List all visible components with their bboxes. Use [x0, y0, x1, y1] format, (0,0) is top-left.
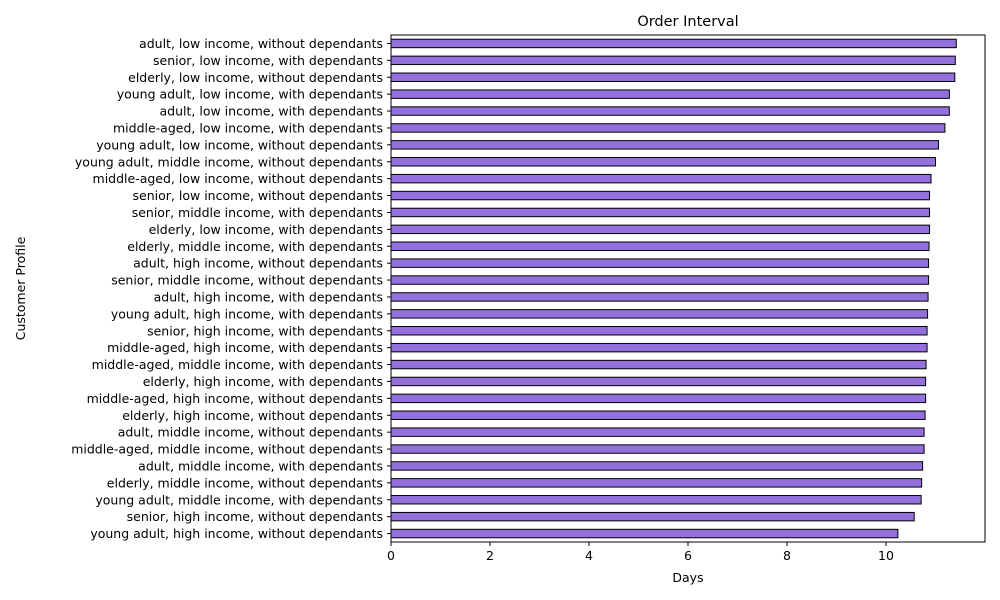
y-tick-label: adult, low income, with dependants — [160, 104, 383, 119]
bar — [390, 444, 925, 454]
y-tick-label: adult, middle income, without dependants — [118, 425, 383, 440]
y-tick-label: elderly, middle income, with dependants — [127, 239, 383, 254]
y-tick-label: middle-aged, high income, with dependant… — [107, 340, 383, 355]
y-tick-label: middle-aged, low income, without dependa… — [93, 171, 383, 186]
bar — [390, 342, 928, 353]
y-tick-label: elderly, high income, with dependants — [143, 374, 383, 389]
bar — [390, 359, 927, 370]
bar — [390, 123, 946, 133]
bar — [390, 258, 930, 268]
bar — [390, 89, 950, 99]
y-axis-title: Customer Profile — [13, 236, 28, 340]
y-tick-label: middle-aged, middle income, with dependa… — [92, 357, 383, 372]
bar — [390, 393, 927, 404]
bar — [390, 140, 939, 150]
bars-layer — [390, 38, 957, 539]
bar — [390, 173, 932, 184]
y-tick-label: senior, low income, with dependants — [153, 53, 383, 68]
bar — [390, 275, 930, 285]
bar — [390, 427, 925, 437]
bar — [390, 528, 899, 539]
y-tick-label: young adult, low income, without dependa… — [96, 137, 383, 152]
y-tick-label: middle-aged, low income, with dependants — [113, 120, 383, 135]
x-tick-label: 6 — [684, 548, 692, 563]
bar — [390, 511, 915, 522]
y-tick-label: young adult, middle income, with dependa… — [95, 492, 383, 507]
bar — [390, 55, 956, 66]
bar — [390, 106, 950, 116]
y-tick-label: young adult, low income, with dependants — [117, 87, 383, 102]
bar — [390, 241, 930, 251]
y-tick-label: elderly, high income, without dependants — [122, 408, 383, 423]
y-tick-label: young adult, middle income, without depe… — [75, 154, 383, 169]
bar — [390, 157, 936, 167]
bar — [390, 478, 923, 488]
x-tick-label: 4 — [585, 548, 593, 563]
x-tick-label: 8 — [783, 548, 791, 563]
y-tick-label: young adult, high income, without depend… — [90, 526, 383, 541]
y-tick-label: middle-aged, high income, without depend… — [87, 391, 383, 406]
bar — [390, 309, 929, 319]
y-tick-label: young adult, high income, with dependant… — [111, 306, 383, 321]
y-tick-label: senior, high income, without dependants — [127, 509, 383, 524]
x-tick-label: 0 — [387, 548, 395, 563]
y-tick-label: senior, middle income, without dependant… — [111, 273, 383, 288]
x-tick-label: 10 — [878, 548, 894, 563]
chart-title: Order Interval — [637, 14, 738, 30]
bar — [390, 190, 931, 201]
y-tick-label: adult, high income, without dependants — [133, 256, 383, 271]
y-tick-label: elderly, low income, without dependants — [128, 70, 383, 85]
bar — [390, 495, 922, 505]
bar — [390, 326, 928, 336]
y-tick-label: elderly, middle income, without dependan… — [107, 475, 383, 490]
bar — [390, 410, 926, 420]
bar — [390, 72, 956, 82]
x-tick-label: 2 — [486, 548, 494, 563]
y-tick-label: adult, high income, with dependants — [154, 289, 383, 304]
bar — [390, 461, 924, 471]
bar — [390, 292, 929, 302]
bar — [390, 38, 957, 49]
bar — [390, 376, 927, 387]
bar — [390, 224, 931, 235]
plot-area-frame — [390, 34, 986, 543]
y-tick-label: middle-aged, middle income, without depe… — [71, 442, 383, 457]
y-tick-label: senior, low income, without dependants — [133, 188, 383, 203]
bar — [390, 207, 931, 218]
y-tick-label: senior, high income, with dependants — [147, 323, 383, 338]
y-tick-layer: adult, low income, without dependants sen… — [71, 36, 391, 541]
y-tick-label: senior, middle income, with dependants — [132, 205, 383, 220]
y-tick-label: adult, low income, without dependants — [139, 36, 383, 51]
x-axis-title: Days — [672, 570, 703, 585]
y-tick-label: adult, middle income, with dependants — [138, 458, 383, 473]
x-tick-layer: 0 2 4 6 8 10 — [387, 542, 894, 563]
y-tick-label: elderly, low income, with dependants — [149, 222, 383, 237]
